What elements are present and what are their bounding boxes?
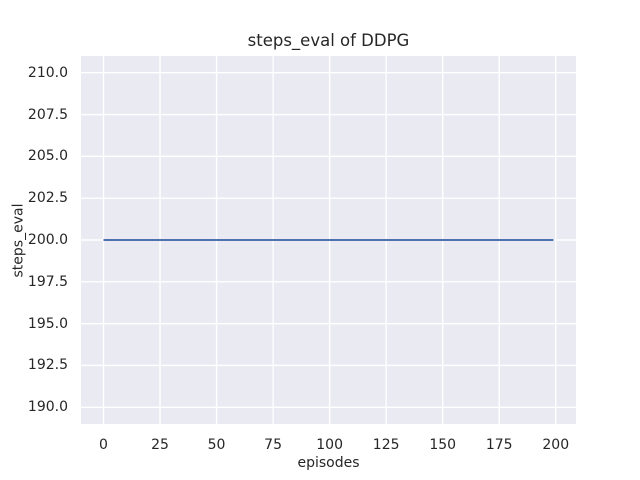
- y-tick-label: 207.5: [27, 106, 68, 123]
- x-tick-label: 125: [372, 437, 400, 453]
- x-tick-label: 75: [264, 437, 282, 453]
- x-tick-label: 150: [429, 437, 457, 453]
- y-tick-label: 202.5: [27, 190, 68, 207]
- plot-canvas: [81, 56, 576, 424]
- x-axis-label: episodes: [297, 455, 360, 471]
- y-tick-label: 192.5: [27, 357, 68, 374]
- x-tick-label: 0: [99, 437, 108, 453]
- y-tick-label: 210.0: [27, 64, 68, 81]
- chart-title: steps_eval of DDPG: [247, 31, 410, 50]
- x-tick-label: 25: [151, 437, 169, 453]
- x-tick-label: 175: [485, 437, 513, 453]
- y-tick-label: 200.0: [27, 232, 68, 248]
- y-tick-label: 195.0: [27, 315, 68, 332]
- plot-area: [81, 56, 576, 424]
- x-tick-label: 50: [207, 437, 226, 453]
- y-tick-label: 190.0: [27, 399, 68, 416]
- x-tick-label: 200: [542, 437, 570, 453]
- x-tick-label: 100: [316, 437, 343, 453]
- y-tick-label: 197.5: [27, 273, 68, 290]
- y-tick-label: 205.0: [27, 148, 68, 165]
